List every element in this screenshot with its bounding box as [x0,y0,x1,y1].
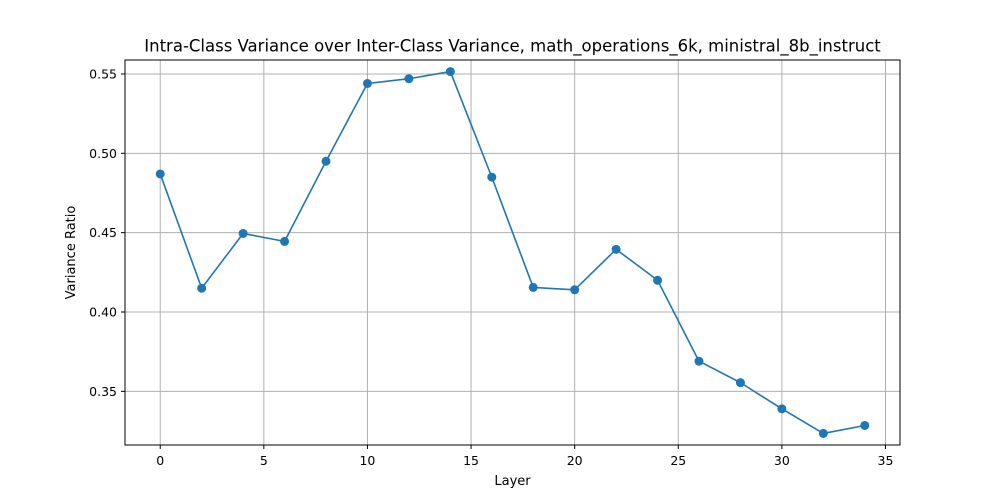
plot-frame [124,59,901,446]
data-point [611,244,621,254]
grid [125,60,900,445]
data-point [362,78,372,88]
y-tick-label: 0.55 [89,66,117,81]
data-point [197,283,207,293]
data-point [280,236,290,246]
y-axis-label: Variance Ratio [64,206,79,300]
x-tick-label: 25 [670,453,686,468]
data-point [155,169,165,179]
x-tick-label: 30 [774,453,790,468]
data-point [777,404,787,414]
x-tick-label: 5 [260,453,268,468]
data-point [238,228,248,238]
series [155,67,870,438]
data-point [528,282,538,292]
data-point [653,275,663,285]
data-point [818,428,828,438]
y-tick-label: 0.35 [89,384,117,399]
data-point [487,172,497,182]
x-tick-label: 20 [567,453,583,468]
x-axis-label: Layer [494,474,531,489]
data-point [860,420,870,430]
x-tick-label: 15 [463,453,479,468]
x-axis: 0 5 10 15 20 25 30 35 [156,445,893,468]
data-point [570,285,580,295]
data-point [735,378,745,388]
data-point [404,74,414,84]
chart-title: Intra-Class Variance over Inter-Class Va… [144,37,881,57]
y-tick-label: 0.40 [89,305,117,320]
data-point [694,356,704,366]
x-tick-label: 35 [878,453,894,468]
y-tick-label: 0.45 [89,225,117,240]
data-point [321,156,331,166]
x-tick-label: 0 [156,453,164,468]
data-point [445,67,455,77]
x-tick-label: 10 [359,453,375,468]
y-tick-label: 0.50 [89,146,117,161]
y-axis: 0.35 0.40 0.45 0.50 0.55 [89,66,125,399]
series-line [159,70,865,435]
